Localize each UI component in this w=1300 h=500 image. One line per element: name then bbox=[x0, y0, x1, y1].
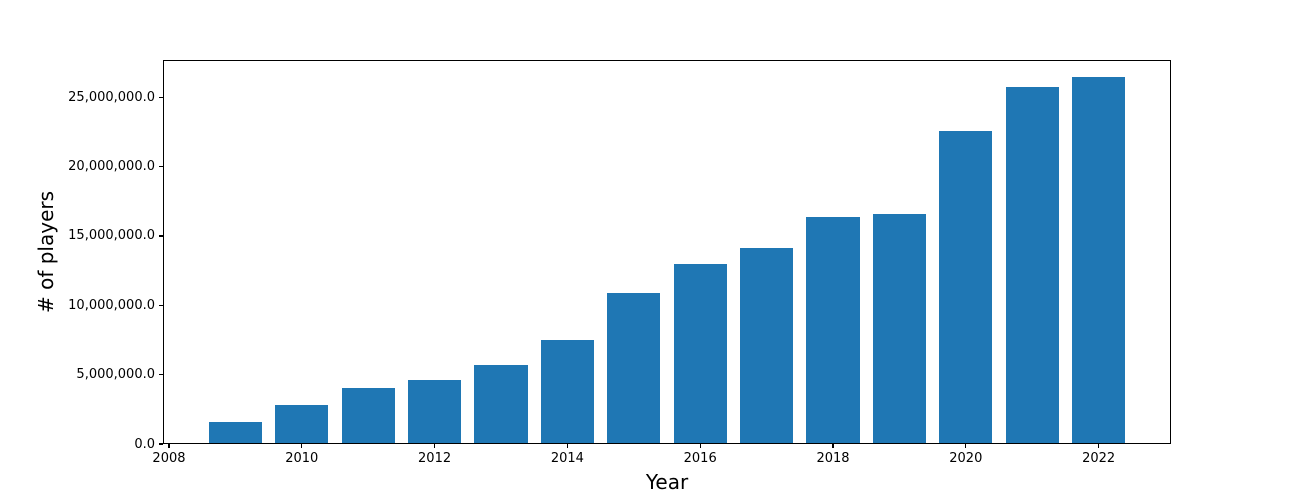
bar-2017 bbox=[740, 247, 794, 444]
x-tick-label: 2012 bbox=[418, 451, 452, 466]
x-tick-label: 2010 bbox=[285, 451, 319, 466]
y-axis-label: # of players bbox=[34, 190, 58, 314]
x-tick-label: 2008 bbox=[152, 451, 186, 466]
x-tick-mark bbox=[301, 444, 303, 448]
y-tick-label: 10,000,000.0 bbox=[68, 297, 155, 313]
bar-2012 bbox=[408, 379, 462, 444]
x-tick-mark bbox=[699, 444, 701, 448]
y-tick-mark bbox=[159, 96, 163, 98]
bar-2013 bbox=[474, 364, 528, 444]
y-tick-label: 15,000,000.0 bbox=[68, 228, 155, 244]
x-tick-label: 2016 bbox=[683, 451, 717, 466]
y-tick-label: 20,000,000.0 bbox=[68, 159, 155, 175]
bar-2022 bbox=[1072, 77, 1126, 444]
y-tick-mark bbox=[159, 235, 163, 237]
y-tick-mark bbox=[159, 166, 163, 168]
x-tick-label: 2022 bbox=[1082, 451, 1116, 466]
y-tick-mark bbox=[159, 304, 163, 306]
plot-area bbox=[163, 60, 1171, 444]
x-axis-label: Year bbox=[645, 470, 689, 494]
x-tick-label: 2014 bbox=[550, 451, 584, 466]
x-tick-label: 2020 bbox=[949, 451, 983, 466]
bar-2016 bbox=[673, 263, 727, 444]
x-tick-mark bbox=[433, 444, 436, 448]
bar-2011 bbox=[341, 387, 395, 444]
bar-2020 bbox=[939, 130, 993, 444]
bar-2010 bbox=[275, 405, 329, 444]
bar-2015 bbox=[607, 292, 661, 444]
y-tick-label: 0.0 bbox=[134, 436, 155, 452]
x-tick-mark bbox=[965, 444, 967, 448]
bar-2014 bbox=[540, 340, 594, 444]
y-tick-mark bbox=[159, 374, 163, 376]
bar-2018 bbox=[806, 217, 860, 444]
y-tick-mark bbox=[159, 443, 163, 445]
x-tick-mark bbox=[832, 444, 834, 448]
y-tick-label: 5,000,000.0 bbox=[76, 367, 155, 383]
x-tick-mark bbox=[1098, 444, 1100, 448]
x-tick-mark bbox=[168, 444, 170, 448]
y-tick-label: 25,000,000.0 bbox=[68, 89, 155, 105]
bar-2019 bbox=[872, 213, 926, 444]
x-tick-mark bbox=[566, 444, 568, 448]
bar-2009 bbox=[208, 421, 262, 444]
x-tick-label: 2018 bbox=[816, 451, 850, 466]
bar-2021 bbox=[1005, 86, 1059, 444]
